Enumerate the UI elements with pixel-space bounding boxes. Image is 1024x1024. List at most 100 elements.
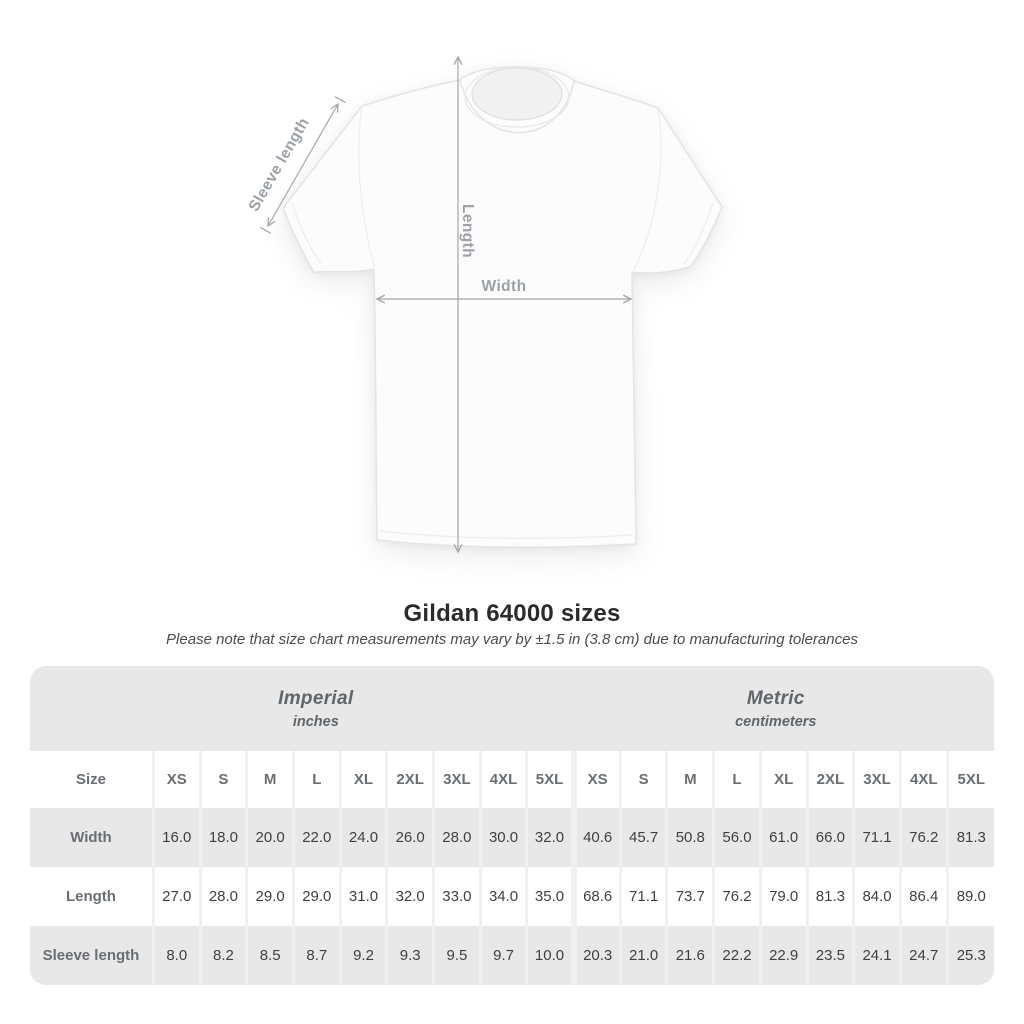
size-header: 4XL (898, 751, 948, 808)
value-cell: 81.3 (945, 808, 994, 867)
value-cell: 21.0 (618, 926, 667, 985)
value-cell: 24.0 (338, 808, 387, 867)
size-table: Imperial inches Metric centimeters Size … (30, 666, 994, 985)
value-cell: 61.0 (758, 808, 808, 867)
size-chart-table: Imperial inches Metric centimeters Size … (30, 666, 994, 985)
value-cell: 28.0 (198, 867, 247, 926)
sleeve-arrow-end-tick (334, 96, 346, 104)
size-header-row: Size XS S M L XL 2XL 3XL 4XL 5XL XS S M … (30, 751, 994, 808)
shirt-diagram-svg: Sleeve length Length Width (245, 55, 723, 554)
value-cell: 24.1 (852, 926, 901, 985)
value-cell: 26.0 (385, 808, 434, 867)
size-header: 4XL (478, 751, 527, 808)
size-header: XL (338, 751, 387, 808)
value-cell: 71.1 (852, 808, 901, 867)
size-header: XL (758, 751, 808, 808)
imperial-group-name: Imperial (278, 687, 354, 709)
size-header: 3XL (852, 751, 901, 808)
table-row-length: Length 27.0 28.0 29.0 29.0 31.0 32.0 33.… (30, 867, 994, 926)
size-header: L (291, 751, 341, 808)
value-cell: 35.0 (525, 867, 574, 926)
metric-group-header: Metric centimeters (573, 666, 994, 751)
metric-group-unit: centimeters (735, 713, 817, 730)
table-row-width: Width 16.0 18.0 20.0 22.0 24.0 26.0 28.0… (30, 808, 994, 867)
value-cell: 56.0 (712, 808, 761, 867)
value-cell: 29.0 (245, 867, 294, 926)
value-cell: 8.2 (198, 926, 247, 985)
row-label: Sleeve length (30, 926, 154, 985)
value-cell: 9.5 (432, 926, 481, 985)
value-cell: 76.2 (898, 808, 948, 867)
value-cell: 10.0 (525, 926, 574, 985)
value-cell: 45.7 (618, 808, 667, 867)
value-cell: 89.0 (945, 867, 994, 926)
imperial-group-header: Imperial inches (30, 666, 574, 751)
sleeve-arrow-end-tick (260, 226, 271, 234)
size-header: 2XL (385, 751, 434, 808)
size-row-label: Size (30, 751, 154, 808)
size-header: S (198, 751, 247, 808)
shirt-measurement-diagram: Sleeve length Length Width (245, 55, 723, 554)
row-label: Width (30, 808, 154, 867)
value-cell: 32.0 (525, 808, 574, 867)
value-cell: 68.6 (570, 867, 621, 926)
value-cell: 86.4 (898, 867, 948, 926)
size-header: 5XL (945, 751, 994, 808)
imperial-group-unit: inches (292, 713, 339, 730)
value-cell: 34.0 (478, 867, 527, 926)
value-cell: 84.0 (852, 867, 901, 926)
width-annotation: Width (482, 278, 527, 295)
size-header: XS (151, 751, 201, 808)
value-cell: 16.0 (151, 808, 201, 867)
size-header: M (245, 751, 294, 808)
value-cell: 27.0 (151, 867, 201, 926)
tolerance-note: Please note that size chart measurements… (166, 631, 858, 648)
value-cell: 50.8 (665, 808, 714, 867)
size-header: 3XL (432, 751, 481, 808)
value-cell: 8.5 (245, 926, 294, 985)
size-header: L (712, 751, 761, 808)
value-cell: 29.0 (291, 867, 341, 926)
size-header: M (665, 751, 714, 808)
value-cell: 9.7 (478, 926, 527, 985)
value-cell: 20.3 (570, 926, 621, 985)
value-cell: 9.2 (338, 926, 387, 985)
length-annotation: Length (459, 204, 476, 258)
size-header: XS (570, 751, 621, 808)
value-cell: 30.0 (478, 808, 527, 867)
value-cell: 8.7 (291, 926, 341, 985)
unit-group-row: Imperial inches Metric centimeters (30, 666, 994, 751)
value-cell: 71.1 (618, 867, 667, 926)
row-label: Length (30, 867, 154, 926)
value-cell: 18.0 (198, 808, 247, 867)
size-header: 2XL (805, 751, 854, 808)
value-cell: 40.6 (570, 808, 621, 867)
metric-group-name: Metric (746, 687, 805, 709)
size-header: 5XL (525, 751, 574, 808)
value-cell: 9.3 (385, 926, 434, 985)
tshirt-illustration (282, 65, 723, 549)
neck-opening (471, 67, 563, 121)
table-row-sleeve-length: Sleeve length 8.0 8.2 8.5 8.7 9.2 9.3 9.… (30, 926, 994, 985)
value-cell: 76.2 (712, 867, 761, 926)
value-cell: 20.0 (245, 808, 294, 867)
value-cell: 22.0 (291, 808, 341, 867)
sleeve-length-arrow (267, 102, 339, 228)
value-cell: 25.3 (945, 926, 994, 985)
value-cell: 33.0 (432, 867, 481, 926)
value-cell: 32.0 (385, 867, 434, 926)
page-title: Gildan 64000 sizes (403, 600, 621, 627)
value-cell: 81.3 (805, 867, 854, 926)
size-header: S (618, 751, 667, 808)
value-cell: 8.0 (151, 926, 201, 985)
value-cell: 73.7 (665, 867, 714, 926)
value-cell: 66.0 (805, 808, 854, 867)
value-cell: 21.6 (665, 926, 714, 985)
value-cell: 22.2 (712, 926, 761, 985)
value-cell: 23.5 (805, 926, 854, 985)
value-cell: 31.0 (338, 867, 387, 926)
value-cell: 24.7 (898, 926, 948, 985)
value-cell: 22.9 (758, 926, 808, 985)
value-cell: 28.0 (432, 808, 481, 867)
